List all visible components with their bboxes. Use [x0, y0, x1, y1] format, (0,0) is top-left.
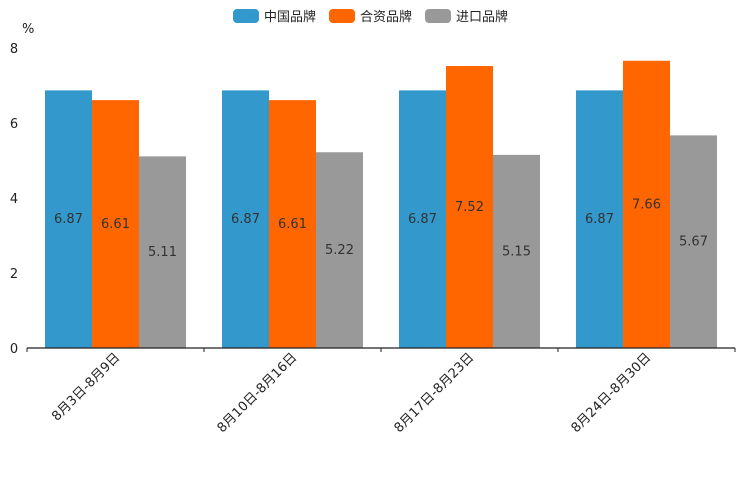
bar-value-label-2-2: 5.15: [502, 244, 531, 259]
y-axis-unit-label: %: [22, 22, 34, 37]
x-tick-label-0: 8月3日-8月9日: [49, 350, 123, 424]
bar-value-label-0-0: 6.87: [54, 212, 83, 227]
x-axis: 8月3日-8月9日 8月10日-8月16日 8月17日-8月23日 8月24日-8月3…: [26, 347, 736, 436]
bar-0-1[interactable]: [92, 100, 139, 348]
bar-2-0[interactable]: [399, 90, 446, 348]
bar-1-1[interactable]: [269, 100, 316, 348]
bar-3-1[interactable]: [623, 60, 670, 348]
legend: 中国品牌 合资品牌 进口品牌: [233, 9, 508, 25]
y-tick-label: 8: [10, 42, 18, 57]
x-tick-label-3: 8月24日-8月30日: [569, 350, 655, 436]
y-tick-label: 4: [10, 192, 18, 207]
y-tick-label: 6: [10, 117, 18, 132]
bar-1-0[interactable]: [222, 90, 269, 348]
bar-1-2[interactable]: [316, 152, 363, 348]
bar-2-1[interactable]: [446, 66, 493, 348]
bar-value-label-3-1: 7.66: [632, 197, 661, 212]
bar-0-0[interactable]: [45, 90, 92, 348]
bar-value-label-0-1: 6.61: [101, 217, 130, 232]
x-tick-label-1: 8月10日-8月16日: [215, 350, 301, 436]
bar-value-label-1-0: 6.87: [231, 212, 260, 227]
legend-label-2: 进口品牌: [456, 9, 508, 25]
bar-3-0[interactable]: [576, 90, 623, 348]
legend-swatch-0: [233, 9, 259, 23]
bar-3-2[interactable]: [670, 135, 717, 348]
bar-value-label-0-2: 5.11: [148, 245, 177, 260]
legend-item-2[interactable]: 进口品牌: [425, 9, 508, 25]
bar-2-2[interactable]: [493, 154, 540, 348]
legend-swatch-2: [425, 9, 451, 23]
y-tick-label: 0: [10, 342, 18, 357]
x-tick-label-2: 8月17日-8月23日: [392, 350, 478, 436]
bars-group: 6.87 6.61 5.11 6.87 6.61 5.22 6.87 7.52 5.15 6.87…: [45, 60, 717, 348]
bar-0-2[interactable]: [139, 156, 186, 348]
legend-label-1: 合资品牌: [360, 9, 412, 25]
bar-value-label-3-2: 5.67: [679, 235, 708, 250]
legend-label-0: 中国品牌: [264, 9, 316, 25]
y-tick-label: 2: [10, 267, 18, 282]
bar-value-label-1-2: 5.22: [325, 243, 354, 258]
bar-value-label-2-0: 6.87: [408, 212, 437, 227]
bar-value-label-3-0: 6.87: [585, 212, 614, 227]
bar-value-label-1-1: 6.61: [278, 217, 307, 232]
legend-swatch-1: [329, 9, 355, 23]
bar-value-label-2-1: 7.52: [455, 200, 484, 215]
legend-item-0[interactable]: 中国品牌: [233, 9, 316, 25]
y-axis: 0 2 4 6 8: [10, 42, 18, 357]
legend-item-1[interactable]: 合资品牌: [329, 9, 412, 25]
